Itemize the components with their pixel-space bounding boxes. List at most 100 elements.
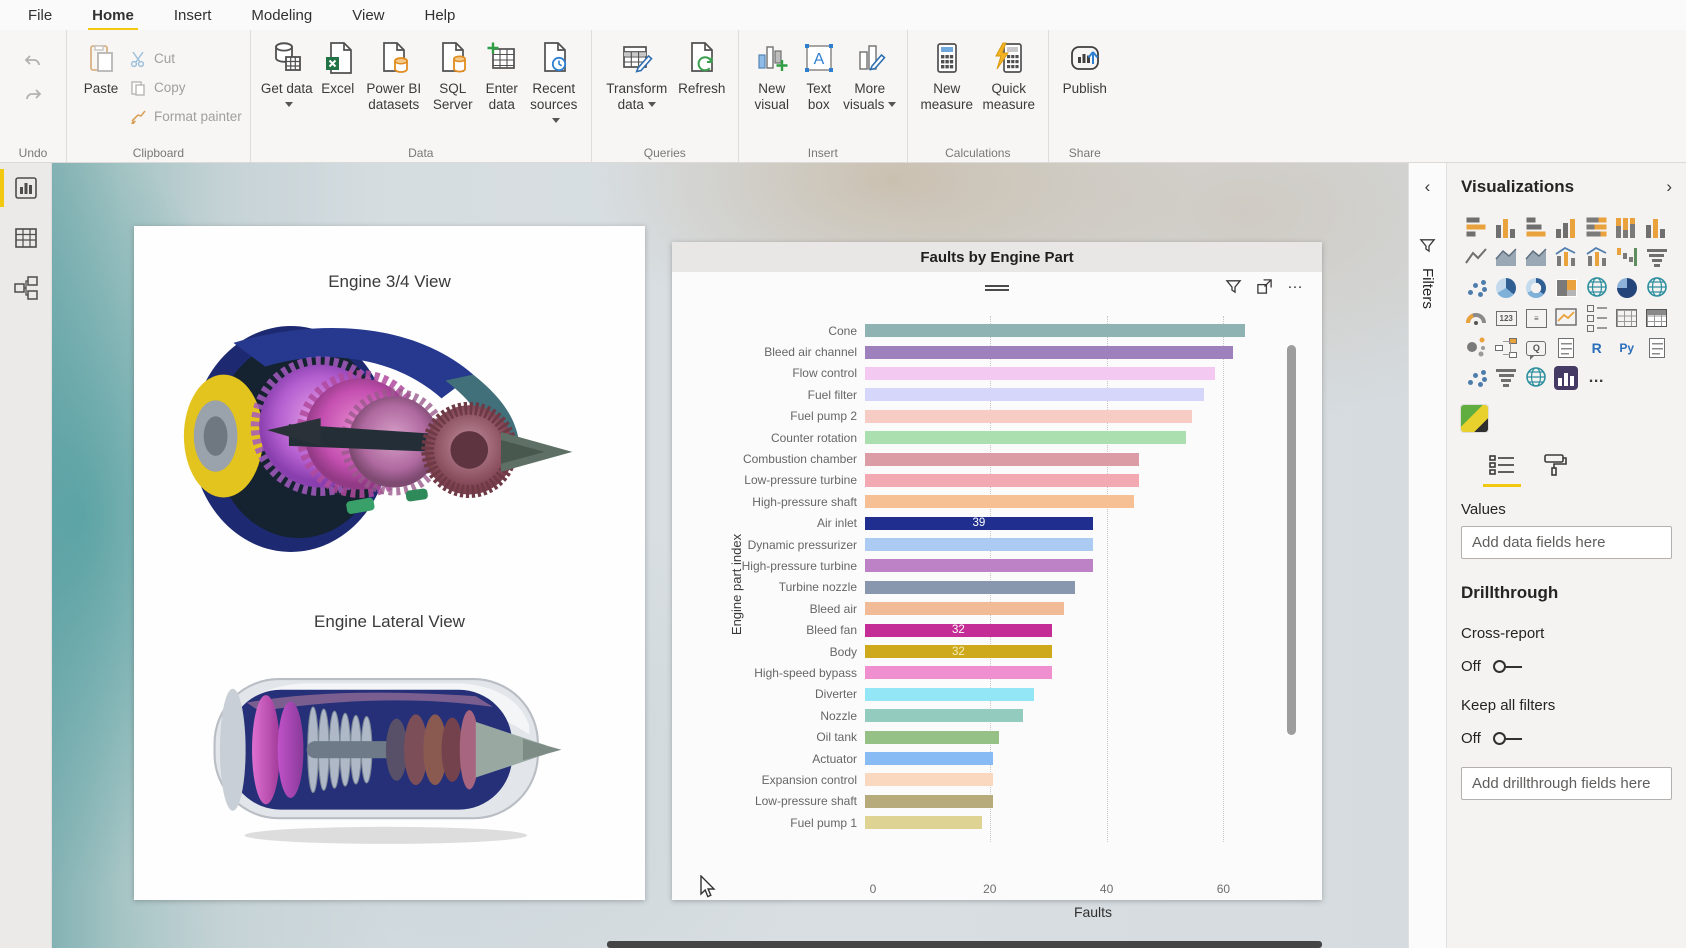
keep-all-filters-toggle[interactable]: Off xyxy=(1461,730,1672,747)
new-visual-button[interactable]: New visual xyxy=(747,38,797,112)
bar-turbine-nozzle[interactable] xyxy=(865,581,1075,594)
engine-views-visual[interactable]: Engine 3/4 View xyxy=(134,226,645,900)
focus-mode-icon[interactable] xyxy=(1256,278,1273,295)
multi-row-card-icon[interactable]: ≡ xyxy=(1523,305,1550,332)
matrix-icon[interactable] xyxy=(1643,305,1670,332)
data-view-button[interactable] xyxy=(0,213,52,263)
power-bi-datasets-button[interactable]: Power BI datasets xyxy=(361,38,427,112)
kpi-icon[interactable] xyxy=(1553,305,1580,332)
smart-narrative-icon[interactable] xyxy=(1553,335,1580,362)
bar-high-speed-bypass[interactable] xyxy=(865,666,1052,679)
menu-home[interactable]: Home xyxy=(92,7,134,24)
menu-view[interactable]: View xyxy=(352,7,384,24)
cut-button[interactable]: Cut xyxy=(129,44,242,73)
bar-bleed-air-channel[interactable] xyxy=(865,346,1233,359)
cross-report-toggle[interactable]: Off xyxy=(1461,658,1672,675)
line-and-clustered-column-chart-icon[interactable] xyxy=(1583,245,1610,272)
excel-button[interactable]: Excel xyxy=(315,38,361,97)
format-tab[interactable] xyxy=(1541,454,1567,487)
get-data-button[interactable]: Get data xyxy=(259,38,315,112)
ribbon-chart-icon[interactable] xyxy=(1643,215,1670,242)
format-painter-button[interactable]: Format painter xyxy=(129,102,242,131)
card-icon[interactable]: 123 xyxy=(1493,305,1520,332)
bar-dynamic-pressurizer[interactable] xyxy=(865,538,1093,551)
slicer-icon[interactable] xyxy=(1583,305,1610,332)
selected-custom-visual-icon[interactable] xyxy=(1553,365,1580,392)
100-stacked-column-chart-icon[interactable] xyxy=(1613,215,1640,242)
fields-tab[interactable] xyxy=(1489,454,1515,487)
bar-bleed-air[interactable] xyxy=(865,602,1064,615)
model-view-button[interactable] xyxy=(0,263,52,313)
bar-fuel-filter[interactable] xyxy=(865,388,1204,401)
bar-fuel-pump-2[interactable] xyxy=(865,410,1192,423)
publish-button[interactable]: Publish xyxy=(1057,38,1113,97)
filter-icon[interactable] xyxy=(1225,278,1242,295)
add-drillthrough-fields-well[interactable]: Add drillthrough fields here xyxy=(1461,767,1672,800)
waterfall-chart-icon[interactable] xyxy=(1613,245,1640,272)
bar-high-pressure-turbine[interactable] xyxy=(865,559,1093,572)
custom-visual-icon[interactable] xyxy=(1461,405,1488,432)
pie-chart-icon[interactable] xyxy=(1493,275,1520,302)
bar-low-pressure-shaft[interactable] xyxy=(865,795,993,808)
line-and-stacked-column-chart-icon[interactable] xyxy=(1553,245,1580,272)
bar-flow-control[interactable] xyxy=(865,367,1215,380)
bar-counter-rotation[interactable] xyxy=(865,431,1186,444)
more-options-icon[interactable]: … xyxy=(1583,365,1610,392)
bar-nozzle[interactable] xyxy=(865,709,1023,722)
power-apps-icon[interactable] xyxy=(1463,365,1490,392)
paste-button[interactable]: Paste xyxy=(75,38,127,97)
area-chart-icon[interactable] xyxy=(1493,245,1520,272)
bar-expansion-control[interactable] xyxy=(865,773,993,786)
treemap-icon[interactable] xyxy=(1553,275,1580,302)
stacked-column-chart-icon[interactable] xyxy=(1493,215,1520,242)
menu-file[interactable]: File xyxy=(28,7,52,24)
bar-cone[interactable] xyxy=(865,324,1245,337)
redo-icon[interactable] xyxy=(23,86,43,106)
bar-low-pressure-turbine[interactable] xyxy=(865,474,1139,487)
clustered-bar-chart-icon[interactable] xyxy=(1523,215,1550,242)
enter-data-button[interactable]: Enter data xyxy=(479,38,525,112)
key-influencers-icon[interactable] xyxy=(1463,335,1490,362)
quick-measure-button[interactable]: Quick measure xyxy=(978,38,1040,112)
stacked-bar-chart-icon[interactable] xyxy=(1463,215,1490,242)
scatter-chart-icon[interactable] xyxy=(1463,275,1490,302)
bar-high-pressure-shaft[interactable] xyxy=(865,495,1134,508)
filled-map-icon[interactable] xyxy=(1613,275,1640,302)
menu-modeling[interactable]: Modeling xyxy=(251,7,312,24)
chart-scrollbar[interactable] xyxy=(1287,345,1296,735)
text-box-button[interactable]: A Text box xyxy=(797,38,841,112)
line-chart-icon[interactable] xyxy=(1463,245,1490,272)
add-data-fields-well[interactable]: Add data fields here xyxy=(1461,526,1672,559)
bar-actuator[interactable] xyxy=(865,752,993,765)
report-canvas[interactable]: Engine 3/4 View xyxy=(52,163,1408,948)
funnel-chart-icon[interactable] xyxy=(1643,245,1670,272)
canvas-horizontal-scrollbar[interactable] xyxy=(607,941,1322,948)
menu-insert[interactable]: Insert xyxy=(174,7,212,24)
table-icon[interactable] xyxy=(1613,305,1640,332)
transform-data-button[interactable]: Transform data xyxy=(600,38,674,112)
bar-bleed-fan[interactable]: 32 xyxy=(865,624,1052,637)
sql-server-button[interactable]: SQL Server xyxy=(427,38,479,112)
collapse-visualizations-chevron-icon[interactable]: › xyxy=(1666,177,1672,197)
filters-pane-title[interactable]: Filters xyxy=(1419,268,1436,309)
filters-funnel-icon[interactable] xyxy=(1419,237,1436,254)
refresh-button[interactable]: Refresh xyxy=(674,38,730,97)
report-view-button[interactable] xyxy=(0,163,52,213)
faults-chart-visual[interactable]: Faults by Engine Part … Engine part inde… xyxy=(672,242,1322,900)
expand-filters-chevron-icon[interactable]: ‹ xyxy=(1425,177,1431,197)
donut-chart-icon[interactable] xyxy=(1523,275,1550,302)
menu-help[interactable]: Help xyxy=(425,7,456,24)
python-visual-icon[interactable]: Py xyxy=(1613,335,1640,362)
bar-combustion-chamber[interactable] xyxy=(865,453,1139,466)
recent-sources-button[interactable]: Recent sources xyxy=(525,38,583,128)
copy-button[interactable]: Copy xyxy=(129,73,242,102)
bar-oil-tank[interactable] xyxy=(865,731,999,744)
bar-fuel-pump-1[interactable] xyxy=(865,816,982,829)
decomposition-tree-icon[interactable] xyxy=(1493,335,1520,362)
more-options-icon[interactable]: … xyxy=(1287,279,1304,295)
more-visuals-button[interactable]: More visuals xyxy=(841,38,899,112)
new-measure-button[interactable]: New measure xyxy=(916,38,978,112)
arcgis-map-icon[interactable] xyxy=(1523,365,1550,392)
drag-handle-icon[interactable] xyxy=(985,283,1009,293)
map-icon[interactable] xyxy=(1583,275,1610,302)
